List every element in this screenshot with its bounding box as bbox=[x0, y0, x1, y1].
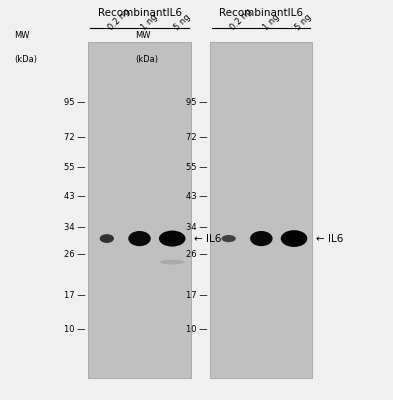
Ellipse shape bbox=[160, 260, 184, 264]
Text: ← IL6: ← IL6 bbox=[194, 234, 221, 244]
Text: 26 —: 26 — bbox=[186, 250, 208, 258]
Text: 55 —: 55 — bbox=[64, 163, 86, 172]
Text: 95 —: 95 — bbox=[64, 98, 86, 107]
Ellipse shape bbox=[159, 230, 185, 246]
Text: 1 ng: 1 ng bbox=[140, 12, 159, 32]
Text: 0.2 ng: 0.2 ng bbox=[229, 7, 254, 32]
Text: 17 —: 17 — bbox=[186, 291, 208, 300]
Text: 43 —: 43 — bbox=[186, 192, 208, 201]
Text: 34 —: 34 — bbox=[64, 223, 86, 232]
Text: 95 —: 95 — bbox=[186, 98, 208, 107]
Text: 5 ng: 5 ng bbox=[172, 12, 192, 32]
Text: ← IL6: ← IL6 bbox=[316, 234, 343, 244]
Ellipse shape bbox=[250, 231, 273, 246]
Text: (kDa): (kDa) bbox=[14, 55, 37, 64]
Bar bbox=[88, 42, 191, 378]
Ellipse shape bbox=[282, 262, 306, 267]
Text: 17 —: 17 — bbox=[64, 291, 86, 300]
Ellipse shape bbox=[222, 235, 236, 242]
Ellipse shape bbox=[128, 231, 151, 246]
Text: 0.2 ng: 0.2 ng bbox=[107, 7, 132, 32]
Text: 10 —: 10 — bbox=[64, 326, 86, 334]
Text: 1 ng: 1 ng bbox=[261, 12, 281, 32]
Text: 34 —: 34 — bbox=[186, 223, 208, 232]
Text: 43 —: 43 — bbox=[64, 192, 86, 201]
Ellipse shape bbox=[281, 230, 307, 247]
Text: RecombinantIL6: RecombinantIL6 bbox=[219, 8, 303, 18]
Text: MW: MW bbox=[14, 31, 29, 40]
Text: (kDa): (kDa) bbox=[136, 55, 159, 64]
Text: 72 —: 72 — bbox=[186, 133, 208, 142]
Text: 10 —: 10 — bbox=[186, 326, 208, 334]
Bar bbox=[210, 42, 312, 378]
Text: MW: MW bbox=[136, 31, 151, 40]
Text: 72 —: 72 — bbox=[64, 133, 86, 142]
Text: 5 ng: 5 ng bbox=[294, 12, 314, 32]
Text: 55 —: 55 — bbox=[186, 163, 208, 172]
Ellipse shape bbox=[100, 234, 114, 243]
Text: RecombinantIL6: RecombinantIL6 bbox=[97, 8, 182, 18]
Text: 26 —: 26 — bbox=[64, 250, 86, 258]
